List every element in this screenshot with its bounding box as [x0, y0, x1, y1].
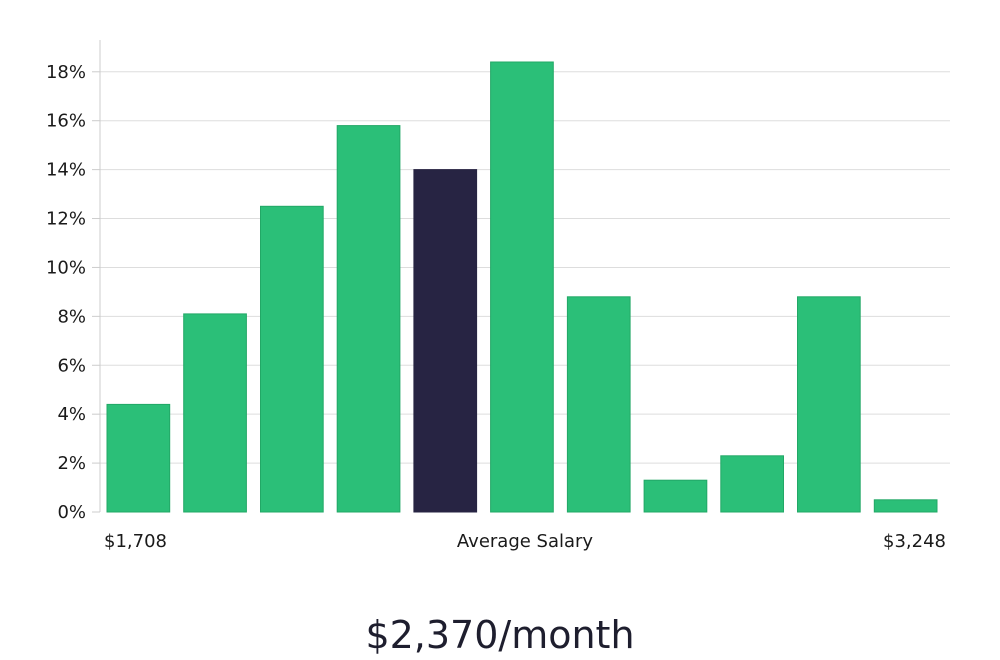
bar	[797, 296, 861, 513]
x-label-average: Average Salary	[457, 531, 594, 552]
bar	[183, 313, 247, 513]
y-tick-label: 16%	[46, 111, 86, 132]
y-tick-label: 18%	[46, 62, 86, 83]
y-tick-label: 0%	[57, 502, 86, 523]
bar	[490, 61, 554, 513]
bar	[643, 479, 708, 513]
y-tick-label: 4%	[57, 404, 86, 425]
y-tick-label: 12%	[46, 209, 86, 230]
x-label-max: $3,248	[883, 531, 946, 552]
y-tick-labels: 0% 2% 4% 6% 8% 10% 12% 14% 16% 18%	[46, 62, 86, 523]
bars	[106, 61, 938, 513]
y-tick-label: 10%	[46, 257, 86, 278]
y-tick-label: 6%	[57, 355, 86, 376]
average-salary-headline: $2,370/month	[365, 613, 634, 657]
bar	[873, 499, 938, 513]
y-tick-label: 14%	[46, 160, 86, 181]
bar	[566, 296, 631, 513]
bar	[720, 455, 784, 513]
bar	[260, 205, 324, 513]
y-tick-label: 2%	[57, 453, 86, 474]
bar	[336, 125, 401, 513]
y-tick-label: 8%	[57, 306, 86, 327]
bar-average-salary	[413, 169, 478, 513]
bar	[106, 403, 171, 513]
x-label-min: $1,708	[104, 531, 167, 552]
